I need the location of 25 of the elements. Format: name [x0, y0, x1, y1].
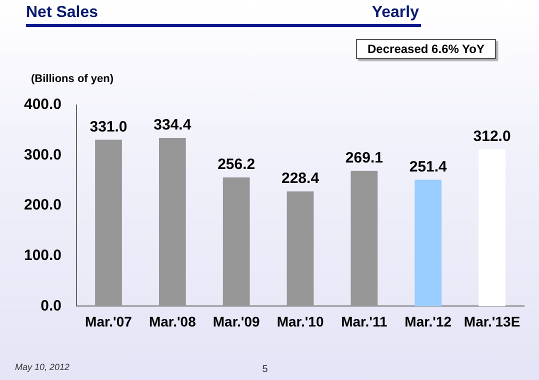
x-tick-label: Mar.'10	[276, 313, 324, 330]
text: Decreased 6.6% YoY	[356, 39, 496, 59]
data-label: 334.4	[154, 116, 192, 134]
y-tick-label: 100.0	[24, 247, 62, 264]
data-label: 269.1	[345, 149, 383, 166]
y-axis-title: (Billions of yen)	[31, 73, 114, 85]
text: 5	[262, 364, 268, 375]
y-tick-label: 300.0	[24, 146, 62, 164]
data-label: 228.4	[281, 170, 320, 187]
chart-subtitle: Yearly	[372, 4, 419, 22]
x-tick-label: Mar.'09	[212, 313, 260, 330]
x-tick-label: Mar.'13E	[464, 313, 520, 330]
y-tick-label: 200.0	[24, 196, 62, 214]
data-label: 256.2	[218, 156, 256, 173]
data-label: 331.0	[90, 118, 128, 136]
x-tick-label: Mar.'08	[148, 313, 196, 330]
x-tick-label: Mar.'07	[85, 313, 132, 330]
y-tick-label: 0.0	[40, 297, 62, 314]
text: May 10, 2012	[15, 362, 70, 372]
chart-title: Net Sales	[26, 4, 98, 22]
data-label: 251.4	[409, 158, 448, 176]
y-tick-label: 400.0	[24, 96, 62, 114]
x-tick-label: Mar.'12	[404, 313, 452, 330]
data-label: 312.0	[473, 128, 511, 145]
x-tick-label: Mar.'11	[341, 313, 388, 330]
